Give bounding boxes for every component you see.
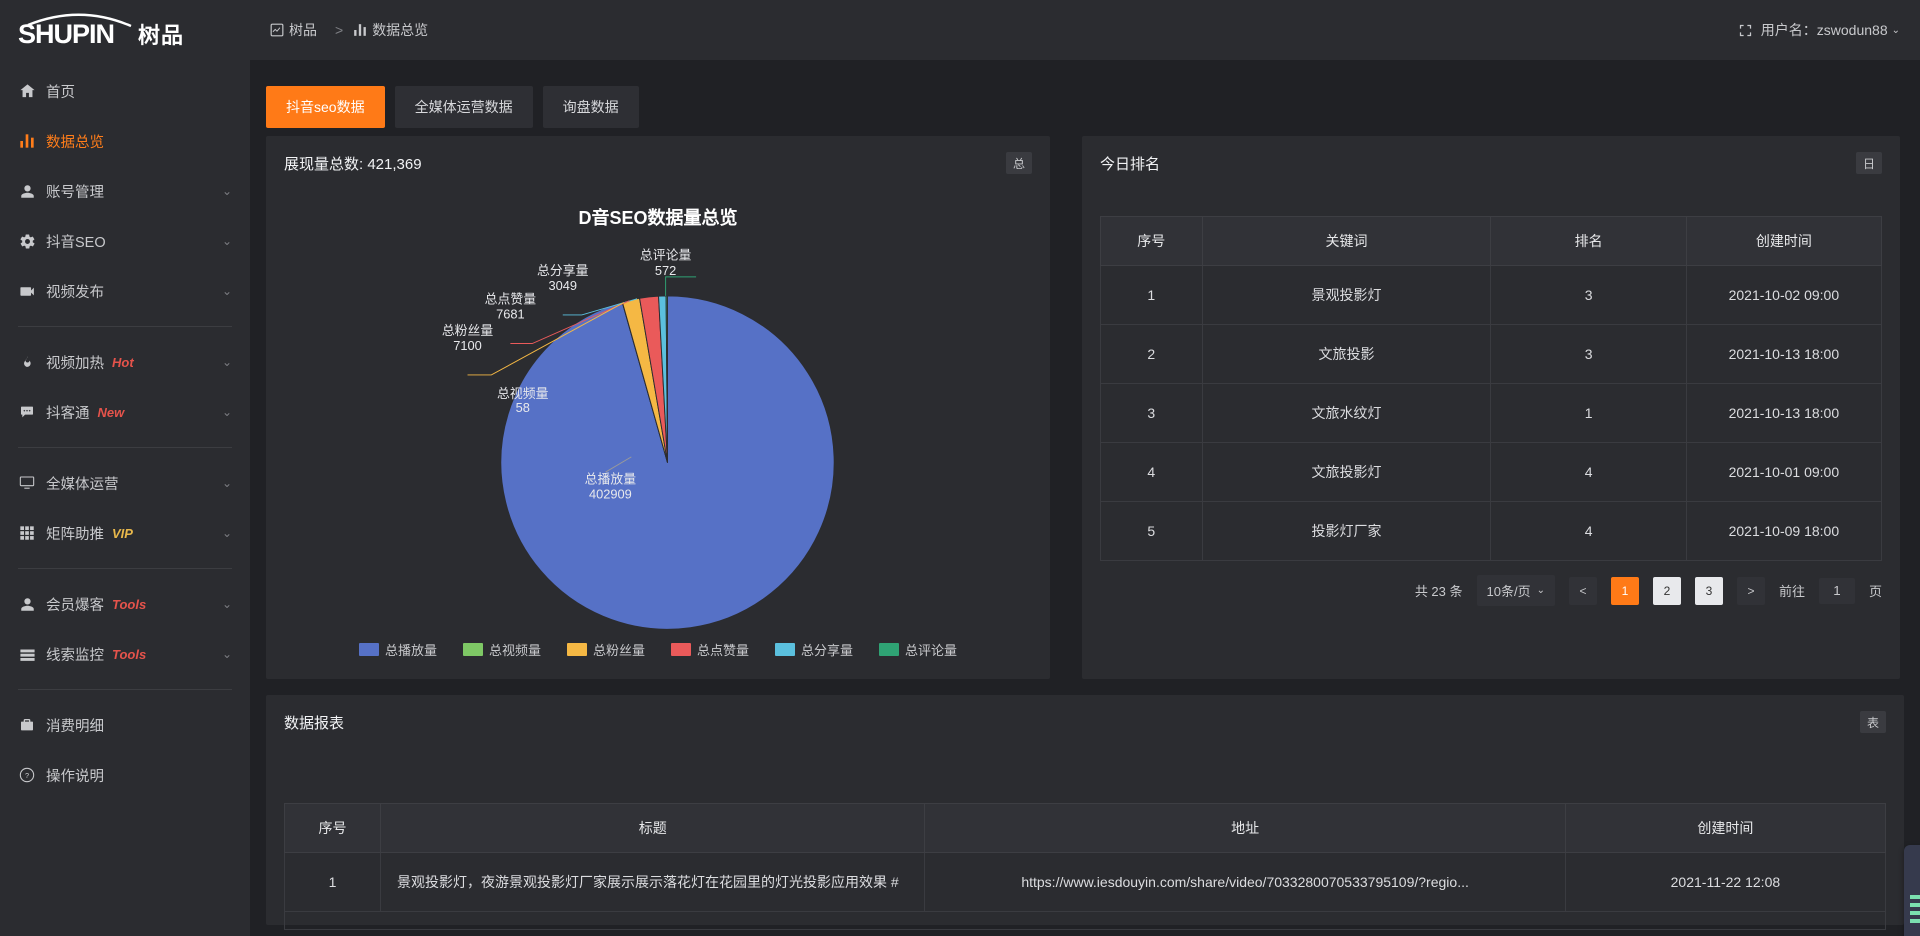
svg-text:SHUPIN: SHUPIN: [18, 19, 114, 49]
svg-text:402909: 402909: [589, 487, 632, 502]
svg-text:树品: 树品: [138, 23, 184, 48]
svg-text:3049: 3049: [548, 278, 577, 293]
svg-text:7100: 7100: [453, 338, 482, 353]
svg-text:总分享量: 总分享量: [537, 263, 589, 278]
svg-text:总视频量: 总视频量: [497, 386, 549, 401]
svg-text:58: 58: [516, 400, 530, 415]
svg-text:总点赞量: 总点赞量: [485, 292, 537, 307]
svg-text:总粉丝量: 总粉丝量: [442, 323, 494, 338]
svg-text:572: 572: [655, 263, 676, 278]
svg-text:总评论量: 总评论量: [640, 248, 692, 263]
svg-text:总播放量: 总播放量: [585, 472, 637, 487]
svg-text:?: ?: [25, 771, 29, 780]
svg-text:7681: 7681: [496, 307, 525, 322]
